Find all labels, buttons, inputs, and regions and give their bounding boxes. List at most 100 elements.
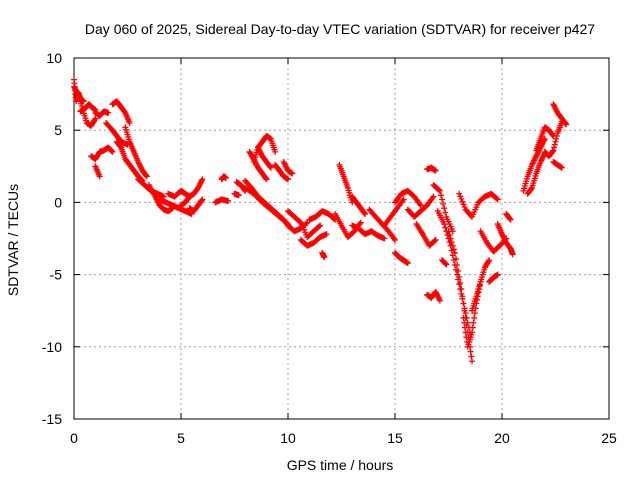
data-point	[549, 132, 556, 139]
data-point	[400, 196, 407, 203]
data-point	[445, 228, 452, 235]
data-point	[381, 235, 388, 242]
data-point	[461, 307, 468, 314]
data-point	[563, 121, 570, 128]
data-point	[235, 192, 242, 199]
data-point	[549, 148, 556, 155]
data-point	[509, 251, 516, 258]
data-point	[126, 119, 133, 126]
data-point	[528, 185, 535, 192]
data-point	[321, 254, 328, 261]
data-point	[199, 176, 206, 183]
data-point	[435, 186, 442, 193]
data-point	[436, 297, 443, 304]
data-point	[449, 242, 456, 249]
data-point	[143, 173, 150, 180]
data-point	[551, 144, 558, 151]
data-point	[262, 175, 269, 182]
y-axis-label: SDTVAR / TECUs	[5, 184, 21, 296]
data-point	[551, 141, 558, 148]
data-point	[109, 148, 116, 155]
data-point	[457, 280, 464, 287]
data-point	[446, 231, 453, 238]
y-tick-label: 10	[46, 50, 62, 66]
data-point	[552, 138, 559, 145]
data-point	[439, 196, 446, 203]
x-tick-label: 15	[387, 430, 403, 446]
y-tick-label: 0	[54, 194, 62, 210]
data-point	[486, 257, 493, 264]
data-point	[469, 324, 476, 331]
x-tick-label: 5	[177, 430, 185, 446]
data-point	[469, 329, 476, 336]
data-point	[506, 215, 513, 222]
data-point	[468, 353, 475, 360]
data-point	[454, 261, 461, 268]
data-point	[362, 210, 369, 217]
data-point	[494, 271, 501, 278]
data-point	[469, 358, 476, 365]
data-point	[436, 187, 443, 194]
data-point	[455, 267, 462, 274]
data-point	[225, 197, 232, 204]
data-point	[222, 174, 229, 181]
data-point	[108, 148, 115, 155]
data-point	[417, 202, 424, 209]
data-point	[404, 260, 411, 267]
data-point	[438, 192, 445, 199]
data-point	[441, 205, 448, 212]
data-point	[450, 246, 457, 253]
data-point	[357, 219, 364, 226]
data-point	[442, 224, 449, 231]
data-point	[456, 274, 463, 281]
data-point	[323, 231, 330, 238]
data-point	[431, 237, 438, 244]
y-tick-label: -15	[42, 411, 62, 427]
data-point	[285, 176, 291, 183]
data-points	[71, 76, 570, 365]
data-point	[460, 300, 467, 307]
data-point	[553, 135, 560, 142]
data-point	[441, 221, 448, 228]
data-point	[493, 195, 500, 202]
chart-title: Day 060 of 2025, Sidereal Day-to-day VTE…	[85, 21, 595, 37]
y-tick-label: 5	[54, 122, 62, 138]
x-tick-label: 20	[494, 430, 510, 446]
data-point	[461, 319, 468, 326]
data-point	[553, 132, 560, 139]
data-point	[272, 148, 279, 155]
data-point	[267, 164, 274, 171]
data-point	[316, 223, 323, 230]
data-point	[452, 255, 459, 262]
data-point	[562, 120, 569, 127]
data-point	[80, 98, 87, 105]
data-point	[485, 258, 492, 265]
data-point	[91, 116, 98, 123]
data-point	[462, 329, 469, 336]
y-tick-label: -10	[42, 339, 62, 355]
data-point	[440, 200, 447, 207]
data-point	[448, 239, 455, 246]
data-point	[443, 261, 450, 268]
data-point	[558, 164, 565, 171]
data-point	[432, 167, 439, 174]
data-point	[461, 324, 468, 331]
data-point	[430, 193, 437, 200]
data-point	[263, 176, 270, 183]
data-point	[451, 249, 458, 256]
data-point	[456, 281, 463, 288]
data-point	[458, 286, 465, 293]
plot-frame	[73, 57, 610, 420]
data-point	[494, 196, 501, 203]
data-point	[199, 196, 206, 203]
data-point	[507, 216, 514, 223]
data-point	[442, 260, 449, 267]
data-point	[289, 170, 296, 177]
data-point	[471, 314, 478, 321]
data-point	[296, 218, 303, 225]
data-point	[432, 236, 439, 243]
data-point	[267, 163, 274, 170]
data-point	[96, 173, 103, 180]
data-point	[460, 314, 467, 321]
